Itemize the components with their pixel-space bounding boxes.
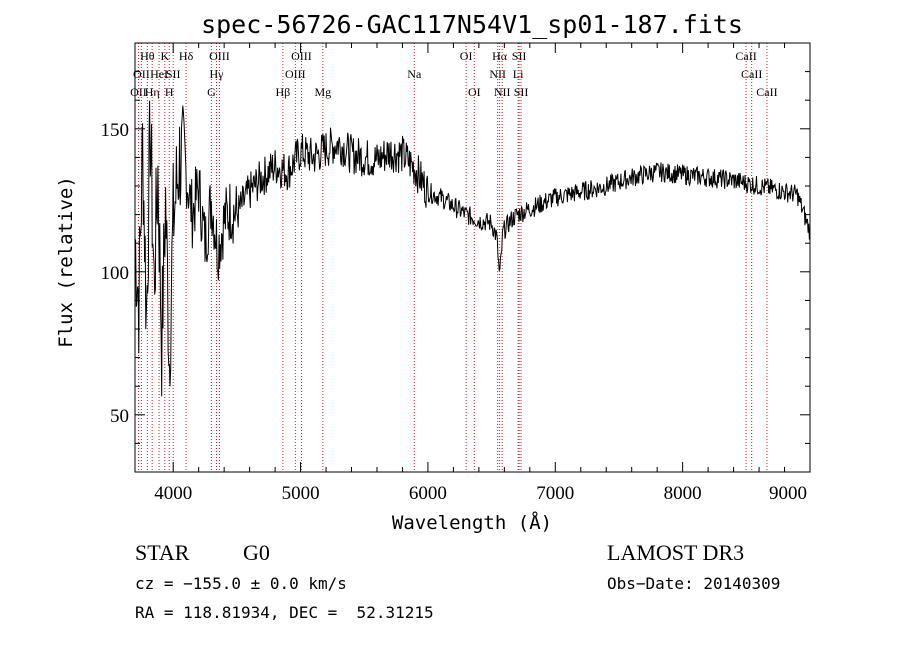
x-tick-label: 7000 [536, 483, 574, 504]
line-marker-label-9: G [207, 85, 216, 99]
emission-line-markers: OII OII Hθ Hη HeI K H SII Hδ G Hγ OIII Hβ OIII OIII Mg N… [130, 43, 778, 472]
x-tick-label: 9000 [769, 483, 807, 504]
coordinates-readout: RA = 118.81934, DEC = 52.31215 [135, 603, 434, 622]
line-marker-label-16: Na [407, 67, 422, 81]
line-marker-label-22: Li [513, 67, 524, 81]
line-marker-label-0: OII [130, 85, 147, 99]
y-tick-label: 100 [101, 263, 130, 284]
flux-line [134, 100, 811, 397]
line-marker-label-12: Hβ [275, 85, 290, 99]
y-tick-label: 50 [110, 406, 129, 427]
line-marker-label-10: Hγ [210, 67, 225, 81]
line-marker-label-23: SII [512, 49, 527, 63]
line-marker-label-5: K [160, 49, 169, 63]
line-marker-label-26: CaII [741, 67, 762, 81]
line-marker-label-27: CaII [756, 85, 777, 99]
line-marker-label-25: CaII [735, 49, 756, 63]
line-marker-label-20: Hα [492, 49, 508, 63]
plot-frame [134, 42, 811, 473]
line-marker-label-19: NII [489, 67, 506, 81]
x-axis-ticks: 4000 5000 6000 7000 8000 9000 [154, 43, 811, 504]
object-subclass: G0 [243, 540, 270, 565]
chart-title: spec-56726-GAC117N54V1_sp01-187.fits [201, 10, 743, 39]
line-marker-label-11: OIII [209, 49, 230, 63]
line-marker-label-18: OI [468, 85, 481, 99]
y-tick-label: 150 [101, 120, 130, 141]
line-marker-label-7: SII [166, 67, 181, 81]
x-tick-label: 8000 [664, 483, 702, 504]
object-class: STAR [135, 540, 190, 565]
line-marker-label-6: H [165, 85, 174, 99]
line-marker-label-13: OIII [285, 67, 306, 81]
x-tick-label: 5000 [282, 483, 320, 504]
x-tick-label: 6000 [409, 483, 447, 504]
line-marker-label-2: Hθ [140, 49, 155, 63]
survey-name: LAMOST DR3 [607, 540, 745, 565]
line-marker-label-17: OI [460, 49, 473, 63]
x-axis-label: Wavelength (Å) [392, 511, 552, 534]
line-marker-label-24: SII [514, 85, 529, 99]
observation-date: Obs−Date: 20140309 [607, 574, 781, 593]
line-marker-label-14: OIII [291, 49, 312, 63]
line-marker-label-15: Mg [315, 85, 332, 99]
x-tick-label: 4000 [154, 483, 192, 504]
y-axis-ticks: 50 100 150 [101, 71, 810, 444]
line-marker-label-21: NII [494, 85, 511, 99]
redshift-readout: cz = −155.0 ± 0.0 km/s [135, 574, 347, 593]
line-marker-label-1: OII [133, 67, 150, 81]
line-marker-label-3: Hη [145, 85, 160, 99]
line-marker-label-8: Hδ [179, 49, 194, 63]
line-marker-label-4: HeI [150, 67, 168, 81]
flux-series [134, 100, 811, 397]
y-axis-label: Flux (relative) [55, 176, 77, 348]
